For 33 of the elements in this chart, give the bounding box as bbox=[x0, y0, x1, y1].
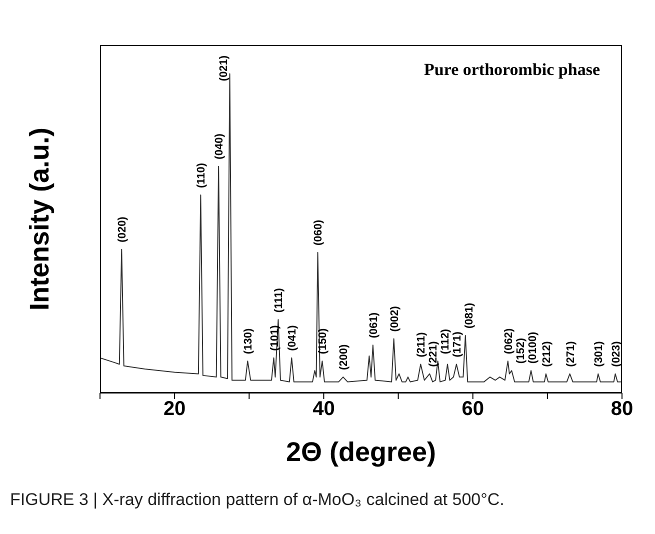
y-axis-title: Intensity (a.u.) bbox=[24, 127, 56, 311]
annotation: (150) bbox=[317, 328, 330, 354]
annotation: (130) bbox=[242, 328, 255, 354]
annotation: (041) bbox=[286, 324, 299, 351]
annotation: (152) bbox=[514, 338, 527, 364]
annotation: (301) bbox=[593, 340, 606, 367]
annotation: (0100) bbox=[526, 332, 539, 364]
x-tick-label: 80 bbox=[610, 398, 634, 420]
x-tick-label: 60 bbox=[462, 398, 484, 420]
annotation: (211) bbox=[416, 332, 428, 358]
annotation: (062) bbox=[502, 328, 515, 354]
annotation: (112) bbox=[440, 328, 452, 354]
x-axis-title: 2Θ (degree) bbox=[286, 437, 436, 467]
annotation: (023) bbox=[610, 340, 622, 367]
caption: FIGURE 3 | X-ray diffraction pattern of α-MoO₃ calcined at 500°C. bbox=[10, 490, 504, 510]
annotation: (200) bbox=[338, 344, 350, 370]
annotation: (081) bbox=[464, 302, 476, 329]
annotation: Pure orthorombic phase bbox=[424, 60, 600, 79]
annotation: (021) bbox=[218, 55, 230, 82]
annotation: (171) bbox=[452, 331, 464, 358]
annotation: (221) bbox=[428, 340, 440, 367]
annotation: (212) bbox=[540, 340, 553, 367]
annotation: (061) bbox=[368, 312, 380, 338]
annotation: (060) bbox=[312, 220, 325, 246]
annotation: (020) bbox=[116, 216, 129, 242]
annotation: (002) bbox=[388, 306, 401, 332]
annotation: (271) bbox=[564, 340, 577, 367]
x-tick-label: 20 bbox=[163, 398, 186, 420]
x-tick-label: 40 bbox=[312, 398, 335, 420]
annotation: (040) bbox=[214, 133, 226, 160]
annotation: (111) bbox=[273, 288, 286, 313]
annotation: (110) bbox=[196, 162, 208, 188]
annotation: (101) bbox=[268, 324, 281, 351]
